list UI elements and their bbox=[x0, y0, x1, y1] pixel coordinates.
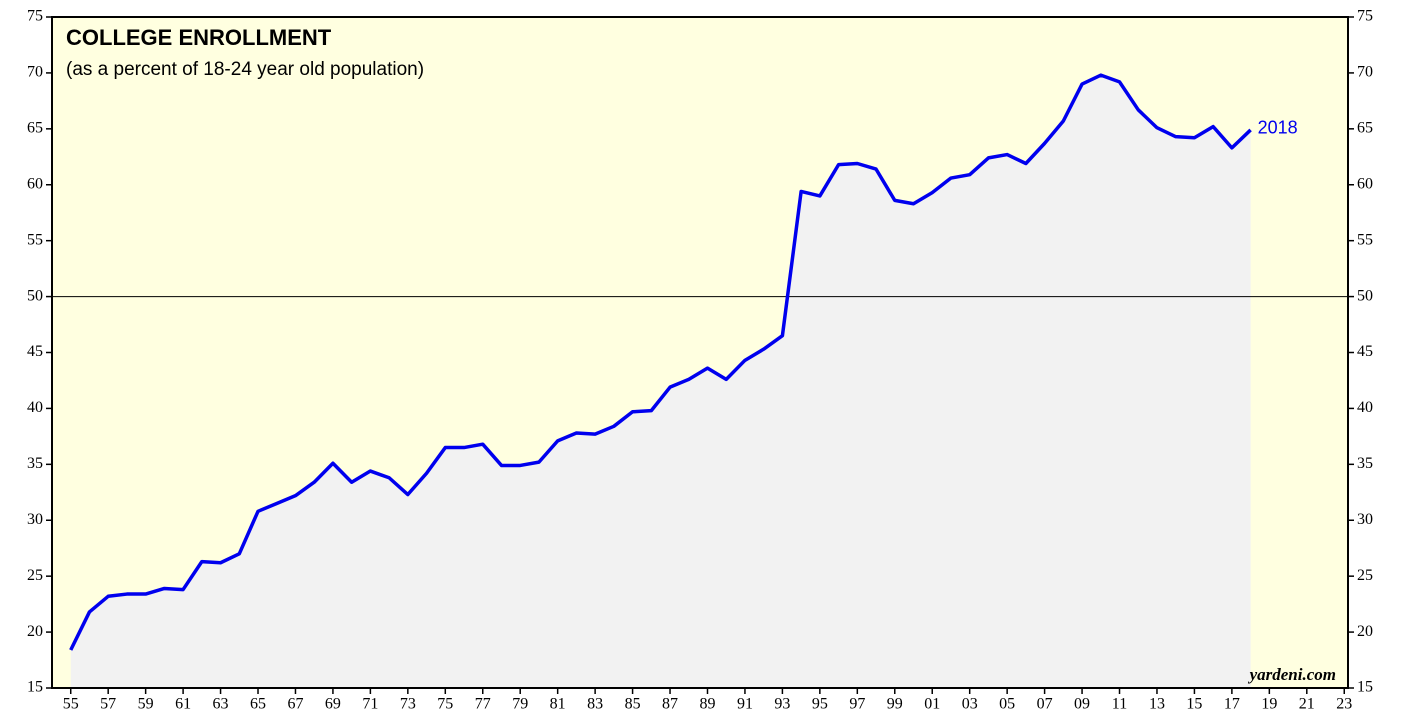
y-tick-label: 55 bbox=[27, 231, 43, 248]
end-label: 2018 bbox=[1258, 118, 1298, 138]
x-tick-label: 13 bbox=[1149, 696, 1165, 713]
x-tick-label: 83 bbox=[587, 696, 603, 713]
x-tick-label: 03 bbox=[962, 696, 978, 713]
x-tick-label: 23 bbox=[1336, 696, 1352, 713]
y-tick-label: 70 bbox=[27, 64, 43, 81]
x-tick-label: 01 bbox=[924, 696, 940, 713]
x-tick-label: 97 bbox=[849, 696, 865, 713]
x-tick-label: 11 bbox=[1112, 696, 1127, 713]
x-tick-label: 87 bbox=[662, 696, 678, 713]
y-tick-label: 75 bbox=[27, 8, 43, 25]
x-tick-label: 21 bbox=[1299, 696, 1315, 713]
x-tick-label: 77 bbox=[475, 696, 491, 713]
y2-tick-label: 15 bbox=[1357, 679, 1373, 696]
x-tick-label: 73 bbox=[400, 696, 416, 713]
y2-tick-label: 60 bbox=[1357, 175, 1373, 192]
x-tick-label: 95 bbox=[812, 696, 828, 713]
x-tick-label: 05 bbox=[999, 696, 1015, 713]
x-tick-label: 65 bbox=[250, 696, 266, 713]
y2-tick-label: 55 bbox=[1357, 231, 1373, 248]
y2-tick-label: 25 bbox=[1357, 567, 1373, 584]
source: yardeni.com bbox=[1248, 665, 1336, 684]
y2-tick-label: 70 bbox=[1357, 64, 1373, 81]
x-tick-label: 91 bbox=[737, 696, 753, 713]
x-tick-label: 75 bbox=[437, 696, 453, 713]
x-tick-label: 67 bbox=[287, 696, 303, 713]
line bbox=[69, 73, 1252, 651]
y-tick-label: 20 bbox=[27, 623, 43, 640]
x-tick-label: 17 bbox=[1224, 696, 1240, 713]
y2-tick-label: 45 bbox=[1357, 343, 1373, 360]
x-tick-label: 61 bbox=[175, 696, 191, 713]
y-tick-label: 60 bbox=[27, 175, 43, 192]
y-tick-label: 25 bbox=[27, 567, 43, 584]
y2-tick-label: 40 bbox=[1357, 399, 1373, 416]
x-tick-label: 09 bbox=[1074, 696, 1090, 713]
x-tick-label: 15 bbox=[1186, 696, 1202, 713]
y2-tick-label: 50 bbox=[1357, 287, 1373, 304]
y-tick-label: 65 bbox=[27, 120, 43, 137]
area bbox=[70, 75, 1251, 689]
y-tick-label: 45 bbox=[27, 343, 43, 360]
chart-subtitle: (as a percent of 18-24 year old populati… bbox=[66, 59, 424, 80]
x-tick-label: 71 bbox=[362, 696, 378, 713]
x-tick-label: 81 bbox=[550, 696, 566, 713]
x-tick-label: 79 bbox=[512, 696, 528, 713]
chart-title: COLLEGE ENROLLMENT bbox=[66, 25, 332, 50]
x-tick-label: 93 bbox=[774, 696, 790, 713]
y-tick-label: 15 bbox=[27, 679, 43, 696]
y2-tick-label: 35 bbox=[1357, 455, 1373, 472]
x-tick-label: 19 bbox=[1261, 696, 1277, 713]
x-tick-label: 99 bbox=[887, 696, 903, 713]
x-tick-label: 85 bbox=[625, 696, 641, 713]
y2-tick-label: 30 bbox=[1357, 511, 1373, 528]
y-tick-label: 40 bbox=[27, 399, 43, 416]
x-tick-label: 59 bbox=[138, 696, 154, 713]
x-tick-label: 63 bbox=[213, 696, 229, 713]
x-tick-label: 57 bbox=[100, 696, 116, 713]
y2-tick-label: 20 bbox=[1357, 623, 1373, 640]
x-tick-label: 07 bbox=[1037, 696, 1053, 713]
y2-tick-label: 65 bbox=[1357, 120, 1373, 137]
y-tick-label: 30 bbox=[27, 511, 43, 528]
x-tick-label: 89 bbox=[699, 696, 715, 713]
x-tick-label: 69 bbox=[325, 696, 341, 713]
y-tick-label: 50 bbox=[27, 287, 43, 304]
x-tick-label: 55 bbox=[63, 696, 79, 713]
y2-tick-label: 75 bbox=[1357, 8, 1373, 25]
y-tick-label: 35 bbox=[27, 455, 43, 472]
